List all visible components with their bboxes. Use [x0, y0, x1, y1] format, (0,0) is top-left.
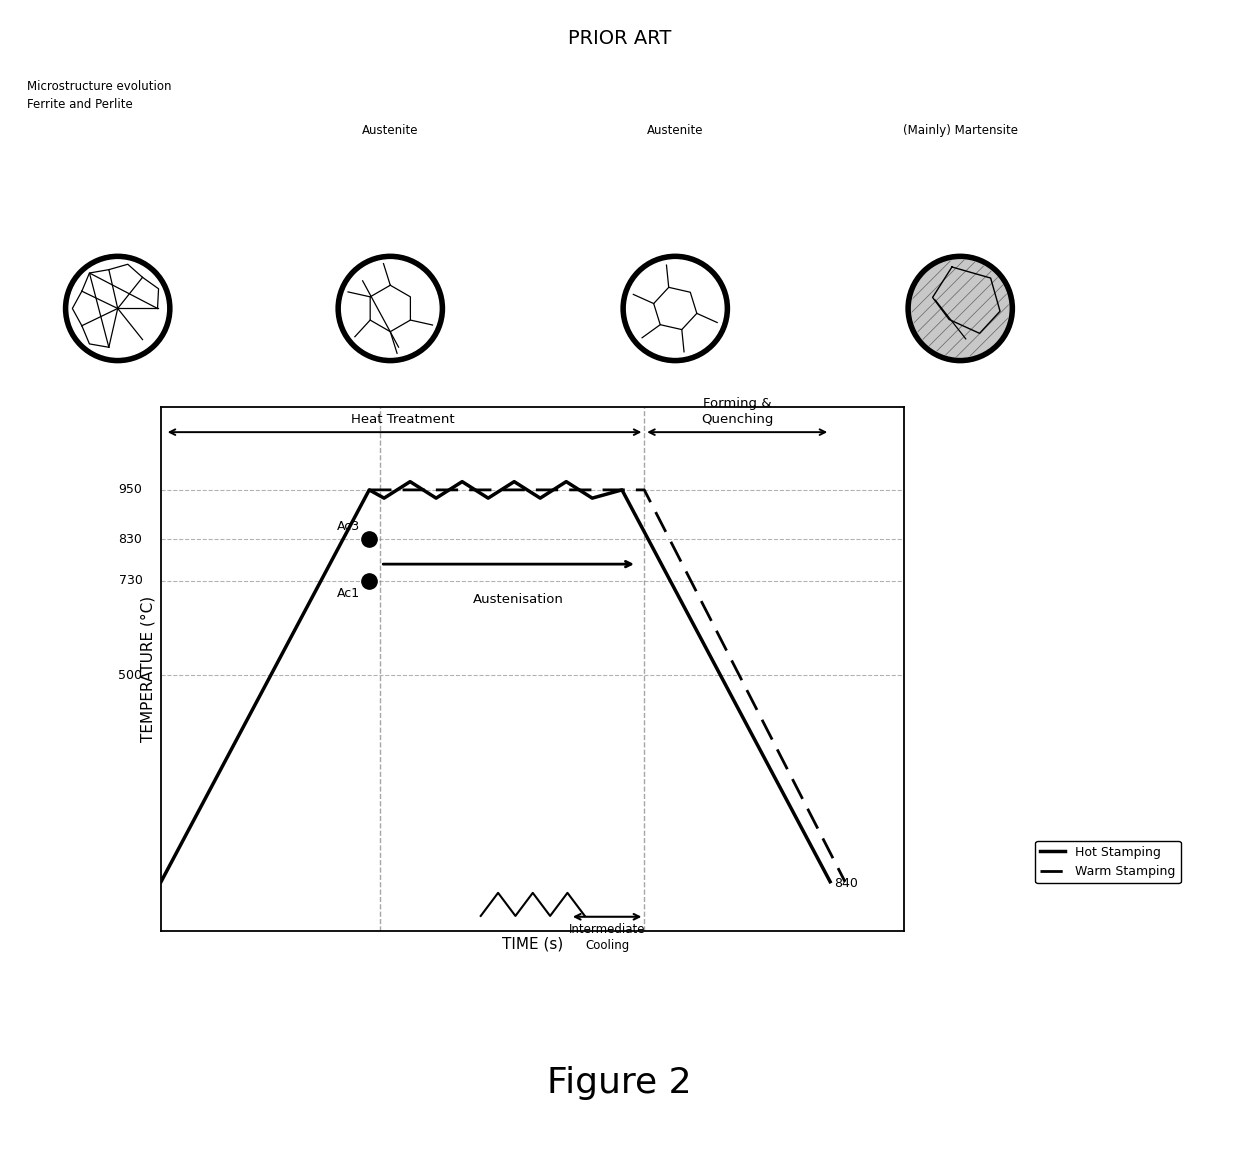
Text: Ferrite and Perlite: Ferrite and Perlite	[27, 98, 133, 111]
Text: Microstructure evolution: Microstructure evolution	[27, 80, 172, 93]
Hot Stamping	[362, 483, 377, 497]
Line: Warm Stamping: Warm Stamping	[369, 490, 845, 881]
Hot Stamping	[429, 491, 444, 505]
Hot Stamping	[377, 491, 392, 505]
Hot Stamping	[533, 491, 548, 505]
Y-axis label: TEMPERATURE (°C): TEMPERATURE (°C)	[140, 596, 156, 743]
Text: Figure 2: Figure 2	[548, 1066, 691, 1100]
Hot Stamping	[823, 874, 838, 888]
Text: (Mainly) Martensite: (Mainly) Martensite	[903, 125, 1017, 137]
Hot Stamping	[507, 475, 522, 489]
Text: Forming &
Quenching: Forming & Quenching	[701, 397, 773, 426]
Text: Intermediate
Cooling: Intermediate Cooling	[569, 923, 646, 952]
Hot Stamping	[403, 475, 418, 489]
Text: Ac3: Ac3	[337, 520, 361, 533]
Text: Austenite: Austenite	[362, 125, 419, 137]
Text: 830: 830	[119, 533, 142, 546]
Hot Stamping	[615, 483, 629, 497]
Legend: Hot Stamping, Warm Stamping: Hot Stamping, Warm Stamping	[1036, 840, 1181, 883]
Hot Stamping	[585, 491, 600, 505]
Line: Hot Stamping: Hot Stamping	[161, 482, 830, 881]
Text: 950: 950	[119, 483, 142, 496]
Text: 840: 840	[834, 878, 857, 890]
Text: 500: 500	[119, 669, 142, 682]
Warm Stamping	[362, 483, 377, 497]
Text: Heat Treatment: Heat Treatment	[351, 413, 455, 426]
Text: Ac1: Ac1	[337, 587, 361, 599]
Text: 730: 730	[119, 574, 142, 587]
X-axis label: TIME (s): TIME (s)	[502, 937, 564, 952]
Warm Stamping	[637, 483, 652, 497]
Hot Stamping	[455, 475, 470, 489]
Text: Austenisation: Austenisation	[472, 592, 564, 606]
Circle shape	[627, 260, 724, 357]
Circle shape	[69, 260, 166, 357]
Warm Stamping	[838, 874, 852, 888]
Circle shape	[342, 260, 439, 357]
Hot Stamping	[559, 475, 574, 489]
Text: PRIOR ART: PRIOR ART	[567, 29, 672, 48]
Circle shape	[912, 260, 1009, 357]
Hot Stamping	[154, 874, 169, 888]
Hot Stamping	[481, 491, 496, 505]
Text: Austenite: Austenite	[647, 125, 704, 137]
